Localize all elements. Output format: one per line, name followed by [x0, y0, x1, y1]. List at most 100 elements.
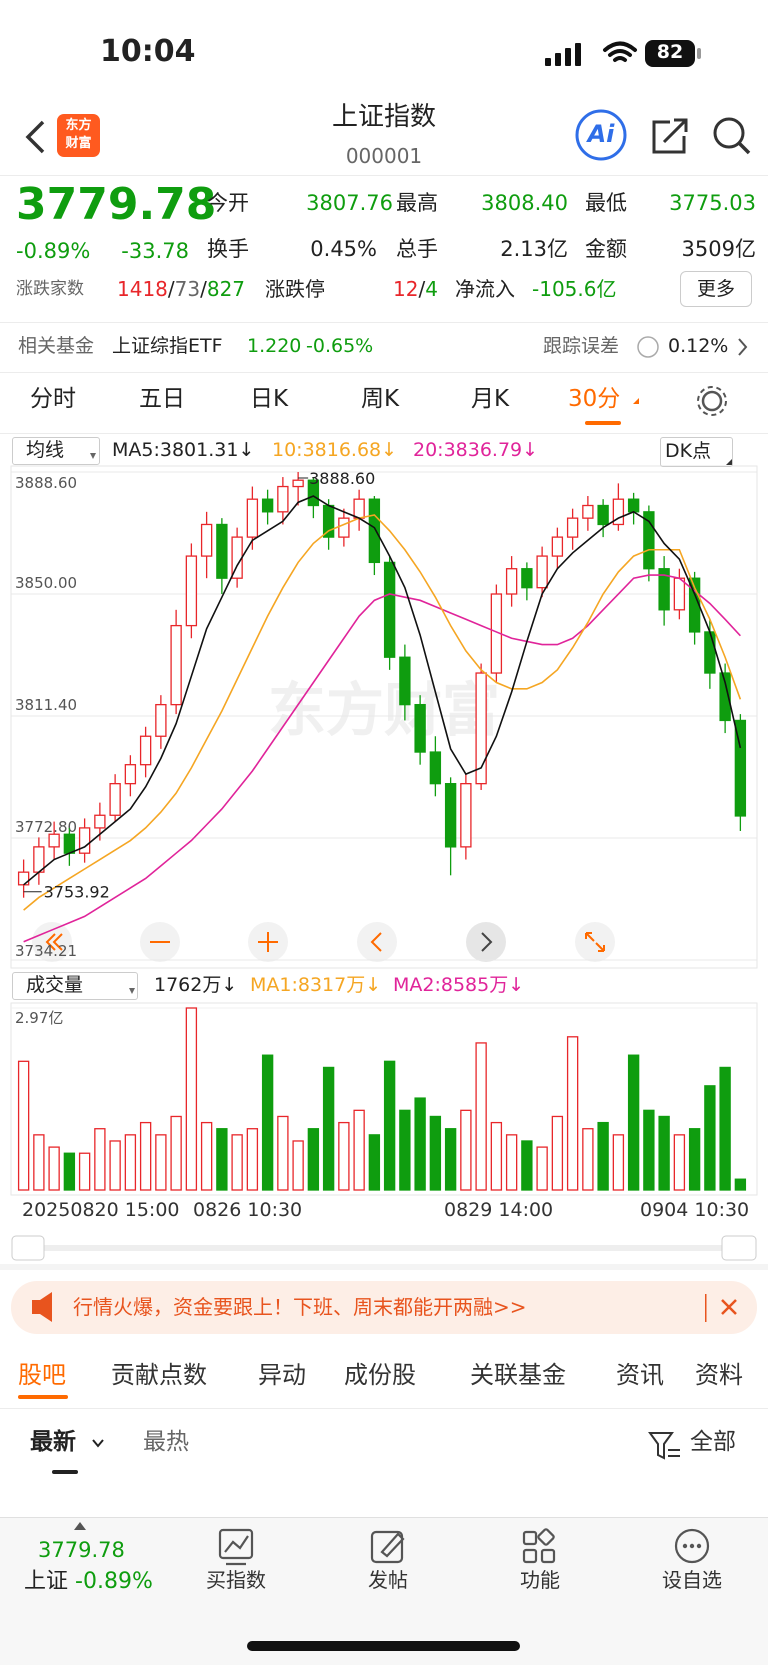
ai-label[interactable]: Ai [587, 120, 615, 148]
banner-text[interactable]: 行情火爆，资金要跟上！下班、周末都能开两融>> [73, 1295, 527, 1319]
scroll-right[interactable] [466, 922, 506, 962]
x-label: 0829 14:00 [444, 1199, 554, 1221]
candle-body [536, 555, 548, 589]
select-caret [90, 453, 96, 459]
stat-value: 2.13亿 [500, 237, 568, 261]
period-tab[interactable]: 日K [250, 386, 289, 412]
candle-body [521, 568, 533, 589]
banner[interactable] [11, 1281, 757, 1334]
candle-body [627, 498, 640, 513]
bottom-price[interactable]: 3779.78 [38, 1538, 125, 1562]
clock: 10:04 [100, 34, 196, 69]
volume-bar [444, 1128, 457, 1191]
volume-bar [63, 1152, 76, 1191]
candle-body [216, 523, 228, 579]
app-logo [57, 114, 100, 157]
stat-label: 换手 [207, 237, 249, 261]
volume-bar [17, 1060, 30, 1191]
period-tab-active[interactable]: 30分 [568, 386, 621, 412]
sort-caret [92, 1439, 104, 1448]
candle-body [719, 672, 731, 722]
content-tab-underline [18, 1395, 68, 1399]
action-label[interactable]: 设自选 [662, 1568, 722, 1592]
candle-body [109, 783, 121, 816]
content-tab[interactable]: 资讯 [616, 1361, 664, 1389]
scroll-left-fast[interactable] [32, 922, 72, 962]
stat-label: 金额 [585, 237, 627, 261]
ai-button[interactable] [575, 109, 627, 161]
volume-bar [719, 1066, 731, 1191]
megaphone-icon [32, 1292, 52, 1322]
volume-bar [368, 1134, 381, 1191]
ma10-line [23, 514, 742, 911]
dk-button[interactable] [660, 437, 733, 467]
fullscreen[interactable] [575, 922, 615, 962]
scroll-handle-right[interactable] [721, 1235, 757, 1261]
help-icon[interactable] [637, 336, 659, 358]
stat-value: 3808.40 [481, 191, 568, 215]
share-button[interactable] [652, 118, 688, 154]
collapse-caret[interactable] [74, 1522, 86, 1530]
action-label[interactable]: 买指数 [206, 1568, 266, 1592]
volume-bar [277, 1115, 289, 1191]
dk-label[interactable]: DK点 [665, 440, 712, 462]
candle-body [94, 814, 106, 829]
filter-label[interactable]: 全部 [690, 1429, 736, 1455]
candle-body [658, 568, 670, 611]
candle-body [353, 498, 365, 519]
action-label[interactable]: 发帖 [368, 1568, 408, 1592]
more-label[interactable]: 更多 [696, 278, 735, 300]
bottom-quote[interactable]: 上证 -0.89% [24, 1571, 153, 1593]
scroll-handle-left[interactable] [11, 1235, 45, 1261]
back-button[interactable] [25, 120, 45, 154]
fund-arrow[interactable] [738, 338, 748, 356]
sort-underline [52, 1470, 78, 1474]
scroll-left[interactable] [357, 922, 397, 962]
ma-select-label[interactable]: 均线 [26, 439, 65, 461]
period-tab[interactable]: 月K [471, 386, 510, 412]
action-label[interactable]: 功能 [520, 1568, 560, 1592]
limit-up: 12 [393, 277, 419, 301]
change: -33.78 [121, 239, 189, 263]
sort-tab-active[interactable]: 最新 [30, 1429, 76, 1455]
candle-body [643, 511, 655, 570]
period-tab[interactable]: 分时 [30, 386, 76, 412]
y-tick-label: 3734.21 [15, 942, 77, 960]
candle-body [399, 656, 411, 706]
candle-body [124, 764, 137, 785]
volume-bar [322, 1066, 335, 1191]
content-tab[interactable]: 成份股 [344, 1361, 416, 1389]
settings-button[interactable] [701, 390, 723, 412]
period-tab[interactable]: 五日 [139, 386, 185, 412]
high-label: 3888.60 [309, 469, 375, 488]
volume-bar [155, 1134, 167, 1191]
volume-select-label[interactable]: 成交量 [26, 974, 84, 996]
fund-name[interactable]: 上证综指ETF [112, 335, 223, 357]
volume-bar [414, 1097, 426, 1191]
candle-body [246, 498, 259, 538]
period-tab[interactable]: 周K [361, 386, 400, 412]
inflow-value: -105.6亿 [532, 277, 617, 301]
content-tab-active[interactable]: 股吧 [18, 1361, 66, 1389]
bottom-icons [218, 1528, 710, 1566]
content-tab[interactable]: 贡献点数 [111, 1361, 207, 1389]
price-panel [10, 465, 758, 969]
content-tab[interactable]: 资料 [695, 1361, 743, 1389]
ma-select[interactable] [12, 437, 100, 465]
ma5-label: MA5:3801.31↓ [112, 439, 255, 461]
search-button[interactable] [713, 117, 745, 149]
content-tab[interactable]: 关联基金 [470, 1361, 566, 1389]
banner-close[interactable] [721, 1299, 737, 1315]
filter-icon[interactable] [648, 1432, 680, 1460]
sort-tab[interactable]: 最热 [143, 1429, 189, 1455]
candle-body [368, 498, 381, 564]
more-button[interactable] [680, 271, 752, 307]
volume-panel [10, 1002, 758, 1196]
volume-bar [48, 1146, 60, 1191]
content-tab[interactable]: 异动 [258, 1361, 306, 1389]
price-chart: 东方财富 3888.60 3850.00 3811.40 3772.80 3734.21 3… [11, 469, 757, 961]
candle-body [460, 783, 472, 848]
volume-select[interactable] [12, 972, 138, 1000]
unchanged: 73 [174, 277, 201, 301]
